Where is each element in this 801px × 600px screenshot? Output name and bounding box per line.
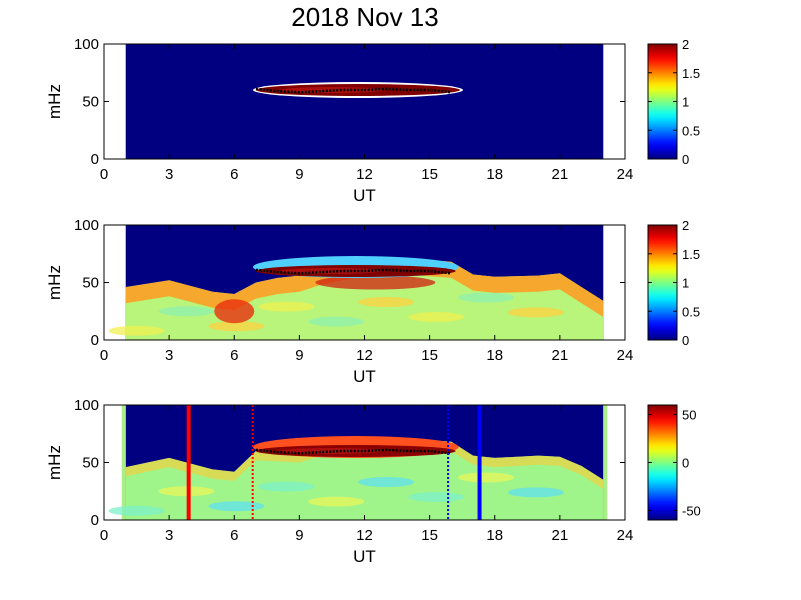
texture-patch: [358, 297, 415, 308]
colorbar-tick-label: 1.5: [682, 66, 700, 81]
figure-title: 2018 Nov 13: [291, 2, 439, 32]
panel-3: 0 3 6 9 12 15 18 21 24 0 50 100 UT mHz 50 0 -50: [45, 397, 701, 566]
colorbar-tick-label: 0.5: [682, 123, 700, 138]
x-tick-label: 12: [356, 527, 373, 544]
x-tick-label: 15: [421, 527, 438, 544]
enhancement-patch: [214, 299, 255, 324]
x-tick-label: 9: [295, 166, 303, 183]
panel-1: 0 3 6 9 12 15 18 21 24 0 50 100 UT mHz 0 0.5 1 1.5 2: [45, 36, 700, 205]
ridge-trace: [255, 87, 452, 94]
heatmap-area: [108, 405, 608, 520]
x-tick-label: 12: [356, 347, 373, 364]
y-tick-label: 0: [91, 332, 99, 349]
band-core-inner: [281, 87, 384, 93]
texture-patch: [507, 307, 564, 318]
colorbar-tick-label: 0: [682, 333, 689, 348]
x-tick-label: 3: [165, 166, 173, 183]
texture-patch: [108, 505, 165, 516]
y-tick-label: 100: [74, 397, 99, 414]
x-axis-label: UT: [353, 547, 376, 566]
edge-strip-left: [121, 405, 126, 520]
colorbar-tick-label: 1: [682, 276, 689, 291]
ridge-trace: [255, 268, 452, 275]
x-tick-label: 6: [230, 527, 238, 544]
texture-patch: [308, 496, 365, 507]
texture-patch: [458, 292, 515, 303]
colorbar: [647, 224, 678, 341]
colorbar-tick-label: 0: [682, 152, 689, 167]
y-tick-label: 0: [91, 512, 99, 529]
texture-patch: [258, 301, 315, 312]
colorbar-tick-label: 2: [682, 37, 689, 52]
texture-patch: [458, 472, 515, 483]
enhancement-patch: [315, 275, 436, 290]
colorbar: [647, 404, 678, 521]
colorbar-tick-label: 2: [682, 218, 689, 233]
x-tick-label: 24: [617, 347, 634, 364]
x-tick-label: 12: [356, 166, 373, 183]
colorbar-tick-label: 1: [682, 95, 689, 110]
texture-patch: [408, 312, 465, 322]
panel-2: 0 3 6 9 12 15 18 21 24 0 50 100 UT mHz 0 0.5 1 1.5 2: [45, 217, 700, 386]
x-tick-label: 6: [230, 166, 238, 183]
x-tick-label: 15: [421, 166, 438, 183]
colorbar-tick-label: 50: [682, 408, 696, 423]
x-tick-label: 21: [552, 527, 569, 544]
x-tick-label: 0: [100, 527, 108, 544]
x-tick-label: 6: [230, 347, 238, 364]
x-tick-label: 9: [295, 347, 303, 364]
x-tick-label: 21: [552, 166, 569, 183]
y-tick-label: 100: [74, 217, 99, 234]
x-tick-label: 0: [100, 347, 108, 364]
y-tick-label: 100: [74, 36, 99, 53]
edge-strip-right: [603, 405, 608, 520]
texture-patch: [507, 487, 564, 498]
colorbar-tick-label: -50: [682, 503, 701, 518]
x-tick-label: 24: [617, 527, 634, 544]
x-tick-label: 3: [165, 527, 173, 544]
x-tick-label: 18: [486, 347, 503, 364]
texture-patch: [208, 321, 265, 332]
y-tick-label: 50: [82, 455, 99, 472]
enhancement-region: [125, 437, 604, 489]
x-axis-label: UT: [353, 186, 376, 205]
x-tick-label: 9: [295, 527, 303, 544]
y-tick-label: 50: [82, 94, 99, 111]
heatmap-background: [125, 44, 604, 159]
texture-patch: [208, 501, 265, 512]
texture-patch: [308, 316, 365, 327]
y-tick-label: 50: [82, 275, 99, 292]
colorbar-tick-label: 1.5: [682, 247, 700, 262]
x-tick-label: 24: [617, 166, 634, 183]
x-tick-label: 0: [100, 166, 108, 183]
y-tick-label: 0: [91, 151, 99, 168]
texture-patch: [108, 325, 165, 336]
heatmap-area: [125, 44, 604, 159]
y-axis-label: mHz: [45, 84, 64, 119]
y-axis-label: mHz: [45, 265, 64, 300]
ridge-trace: [255, 448, 452, 455]
texture-patch: [158, 306, 215, 317]
x-tick-label: 15: [421, 347, 438, 364]
colorbar-tick-label: 0: [682, 456, 689, 471]
x-tick-label: 18: [486, 527, 503, 544]
heatmap-area: [108, 225, 604, 340]
texture-patch: [408, 492, 465, 502]
x-tick-label: 21: [552, 347, 569, 364]
x-axis-label: UT: [353, 367, 376, 386]
texture-patch: [258, 481, 315, 492]
texture-patch: [358, 477, 415, 488]
x-tick-label: 3: [165, 347, 173, 364]
texture-patch: [158, 486, 215, 497]
colorbar-tick-label: 0.5: [682, 304, 700, 319]
y-axis-label: mHz: [45, 445, 64, 480]
colorbar: [647, 43, 678, 160]
x-tick-label: 18: [486, 166, 503, 183]
